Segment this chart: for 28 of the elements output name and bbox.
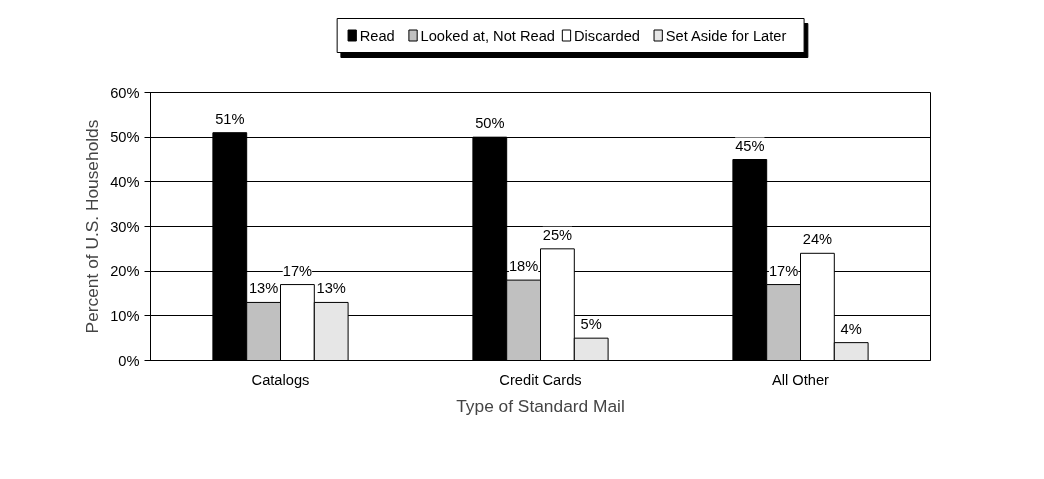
data-label: 4% <box>840 320 862 337</box>
x-tick-label: All Other <box>771 371 830 388</box>
data-label: 25% <box>542 226 573 243</box>
y-tick-label: 50% <box>110 129 140 146</box>
x-axis-title: Type of Standard Mail <box>456 395 625 416</box>
data-label: 17% <box>282 262 313 279</box>
legend-label: Read <box>359 27 395 44</box>
data-label: 50% <box>475 115 505 132</box>
data-label: 45% <box>735 137 765 154</box>
y-tick-label: 60% <box>110 84 140 101</box>
y-axis-title: Percent of U.S. Households <box>82 119 103 334</box>
legend-label: Discarded <box>574 27 640 44</box>
x-tick-label: Credit Cards <box>499 371 582 388</box>
y-tick-label: 0% <box>118 352 140 369</box>
data-label: 17% <box>768 262 799 279</box>
x-tick-label: Catalogs <box>251 371 310 388</box>
data-label: 51% <box>215 110 245 127</box>
data-label: 13% <box>248 280 279 297</box>
data-label: 24% <box>802 231 833 248</box>
y-tick-label: 20% <box>110 263 140 280</box>
y-tick-label: 40% <box>110 173 140 190</box>
data-label: 13% <box>316 280 346 297</box>
legend-label: Set Aside for Later <box>665 27 787 44</box>
data-label: 5% <box>580 316 602 333</box>
y-tick-label: 30% <box>110 218 140 235</box>
data-label: 18% <box>508 258 539 275</box>
legend-label: Looked at, Not Read <box>420 27 556 44</box>
y-tick-label: 10% <box>110 307 140 324</box>
